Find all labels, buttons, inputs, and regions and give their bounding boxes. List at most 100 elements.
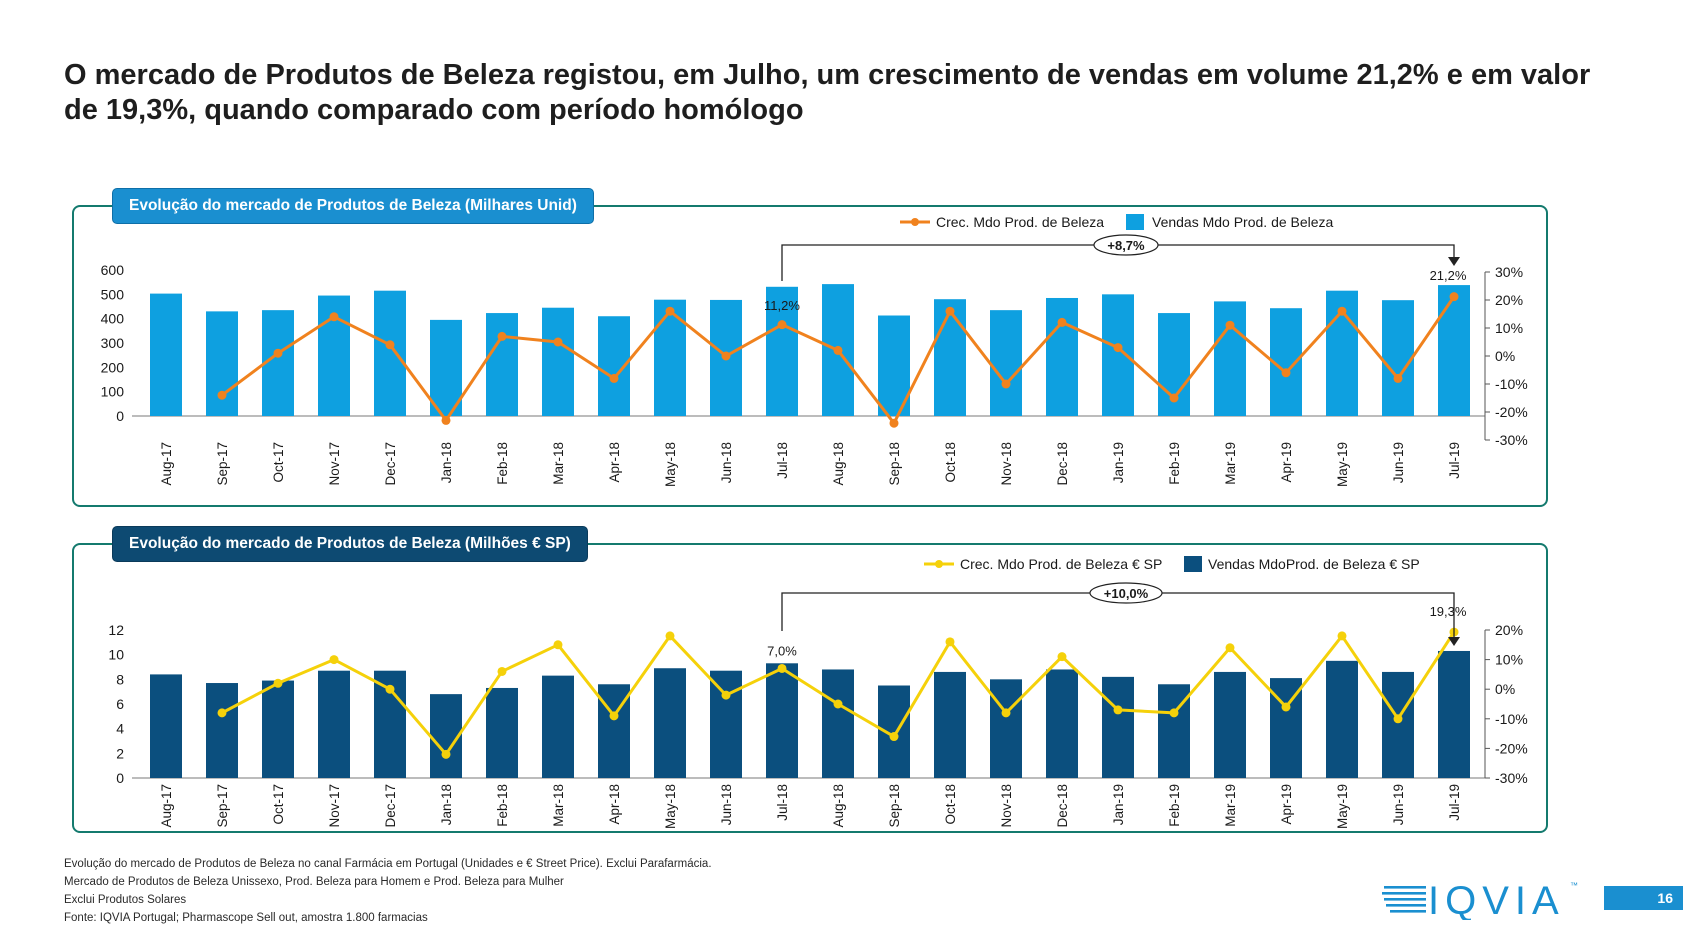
y-tick-label-value: 6 xyxy=(116,696,124,712)
x-tick-label-volume: Dec-17 xyxy=(383,442,398,486)
bar-volume xyxy=(1382,300,1414,416)
bar-volume xyxy=(542,307,574,416)
line-point-value xyxy=(889,732,899,742)
line-point-volume xyxy=(497,331,507,341)
x-tick-label-volume: Jun-18 xyxy=(719,442,734,483)
y-tick-label-volume: 400 xyxy=(101,311,125,327)
footnote-1: Evolução do mercado de Produtos de Belez… xyxy=(64,858,712,870)
legend-line-label-value: Crec. Mdo Prod. de Beleza € SP xyxy=(960,556,1162,572)
line-point-volume xyxy=(1001,379,1011,389)
page-number: 16 xyxy=(1604,886,1683,910)
line-point-value xyxy=(553,640,563,650)
x-tick-label-value: Oct-17 xyxy=(271,784,286,825)
x-tick-label-value: Feb-18 xyxy=(495,784,510,827)
footnote-2: Mercado de Produtos de Beleza Unissexo, … xyxy=(64,876,564,888)
line-point-value xyxy=(1057,652,1067,662)
footnotes: Evolução do mercado de Produtos de Belez… xyxy=(64,855,712,927)
delta-label-value: +10,0% xyxy=(1104,586,1149,601)
line-point-volume xyxy=(1449,292,1459,302)
x-tick-label-volume: Oct-17 xyxy=(271,442,286,483)
x-tick-label-volume: Jan-19 xyxy=(1111,442,1126,483)
bar-volume xyxy=(766,286,798,416)
bar-volume xyxy=(1214,301,1246,416)
start-value-label-value: 7,0% xyxy=(767,643,797,658)
line-point-volume xyxy=(721,351,731,361)
x-tick-label-volume: Apr-18 xyxy=(607,442,622,483)
x-tick-label-volume: Nov-18 xyxy=(999,442,1014,486)
y-tick-label-volume: 600 xyxy=(101,262,125,278)
x-tick-label-value: Dec-17 xyxy=(383,784,398,828)
start-value-label-volume: 11,2% xyxy=(764,298,800,313)
x-tick-label-value: Dec-18 xyxy=(1055,784,1070,828)
bar-value xyxy=(822,669,854,778)
y-tick-label-value: 0 xyxy=(116,770,124,786)
bar-value xyxy=(150,674,182,778)
growth-arrow-value xyxy=(1448,637,1460,646)
x-tick-label-value: Aug-18 xyxy=(831,784,846,828)
x-tick-label-volume: Sep-17 xyxy=(215,442,230,486)
legend-bar-swatch-volume xyxy=(1126,214,1144,230)
legend-line-marker-volume xyxy=(911,218,919,226)
line-point-value xyxy=(1001,708,1011,718)
line-point-value xyxy=(945,637,955,647)
y-tick-label-value: 12 xyxy=(108,622,124,638)
y2-tick-label-volume: 30% xyxy=(1495,264,1523,280)
x-tick-label-value: Sep-18 xyxy=(887,784,902,828)
y-tick-label-volume: 200 xyxy=(101,359,125,375)
x-tick-label-volume: Jan-18 xyxy=(439,442,454,483)
bar-value xyxy=(1326,660,1358,778)
line-point-volume xyxy=(777,320,787,330)
legend-bar-label-volume: Vendas Mdo Prod. de Beleza xyxy=(1152,214,1334,230)
y2-tick-label-volume: -30% xyxy=(1495,432,1528,448)
line-point-volume xyxy=(1169,393,1179,403)
x-tick-label-volume: Oct-18 xyxy=(943,442,958,483)
bar-value xyxy=(654,668,686,778)
bar-value xyxy=(1046,669,1078,778)
x-tick-label-value: Jan-19 xyxy=(1111,784,1126,825)
line-point-volume xyxy=(833,345,843,355)
x-tick-label-value: Feb-19 xyxy=(1167,784,1182,827)
chart-panel-value xyxy=(72,543,1548,833)
line-point-volume xyxy=(1393,373,1403,383)
line-point-value xyxy=(441,749,451,759)
bar-volume xyxy=(430,319,462,416)
y2-tick-label-value: -10% xyxy=(1495,711,1528,727)
y2-tick-label-volume: -20% xyxy=(1495,404,1528,420)
bar-value xyxy=(1438,650,1470,778)
y-tick-label-volume: 0 xyxy=(116,408,124,424)
iqvia-logo: IQVIA ™ xyxy=(1382,879,1578,920)
x-tick-label-volume: Apr-19 xyxy=(1279,442,1294,483)
bar-value xyxy=(1382,671,1414,778)
x-tick-label-volume: Nov-17 xyxy=(327,442,342,486)
line-point-volume xyxy=(385,340,395,350)
x-tick-label-volume: Aug-17 xyxy=(159,442,174,486)
x-tick-label-value: Sep-17 xyxy=(215,784,230,828)
line-point-volume xyxy=(945,306,955,316)
x-tick-label-value: Nov-17 xyxy=(327,784,342,828)
x-tick-label-volume: Dec-18 xyxy=(1055,442,1070,486)
x-tick-label-volume: Mar-18 xyxy=(551,442,566,485)
y2-tick-label-value: -30% xyxy=(1495,770,1528,786)
footnote-3: Exclui Produtos Solares xyxy=(64,894,187,906)
bar-volume xyxy=(206,311,238,416)
line-point-volume xyxy=(273,348,283,358)
growth-arrow-volume xyxy=(1448,257,1460,266)
y2-tick-label-volume: 20% xyxy=(1495,292,1523,308)
y-tick-label-value: 2 xyxy=(116,745,124,761)
line-point-volume xyxy=(553,337,563,347)
x-tick-label-volume: Aug-18 xyxy=(831,442,846,486)
line-point-value xyxy=(1169,708,1179,718)
y-tick-label-value: 4 xyxy=(116,721,124,737)
x-tick-label-value: Jul-19 xyxy=(1447,784,1462,821)
x-tick-label-value: Oct-18 xyxy=(943,784,958,825)
line-point-value xyxy=(833,699,843,709)
chart-title-volume: Evolução do mercado de Produtos de Belez… xyxy=(112,188,594,224)
bar-volume xyxy=(374,290,406,416)
line-point-volume xyxy=(217,390,227,400)
x-tick-label-volume: Jul-18 xyxy=(775,442,790,479)
y2-tick-label-volume: 10% xyxy=(1495,320,1523,336)
bar-value xyxy=(262,680,294,778)
legend-line-marker-value xyxy=(935,560,943,568)
x-tick-label-value: Jan-18 xyxy=(439,784,454,825)
x-tick-label-volume: Jul-19 xyxy=(1447,442,1462,479)
